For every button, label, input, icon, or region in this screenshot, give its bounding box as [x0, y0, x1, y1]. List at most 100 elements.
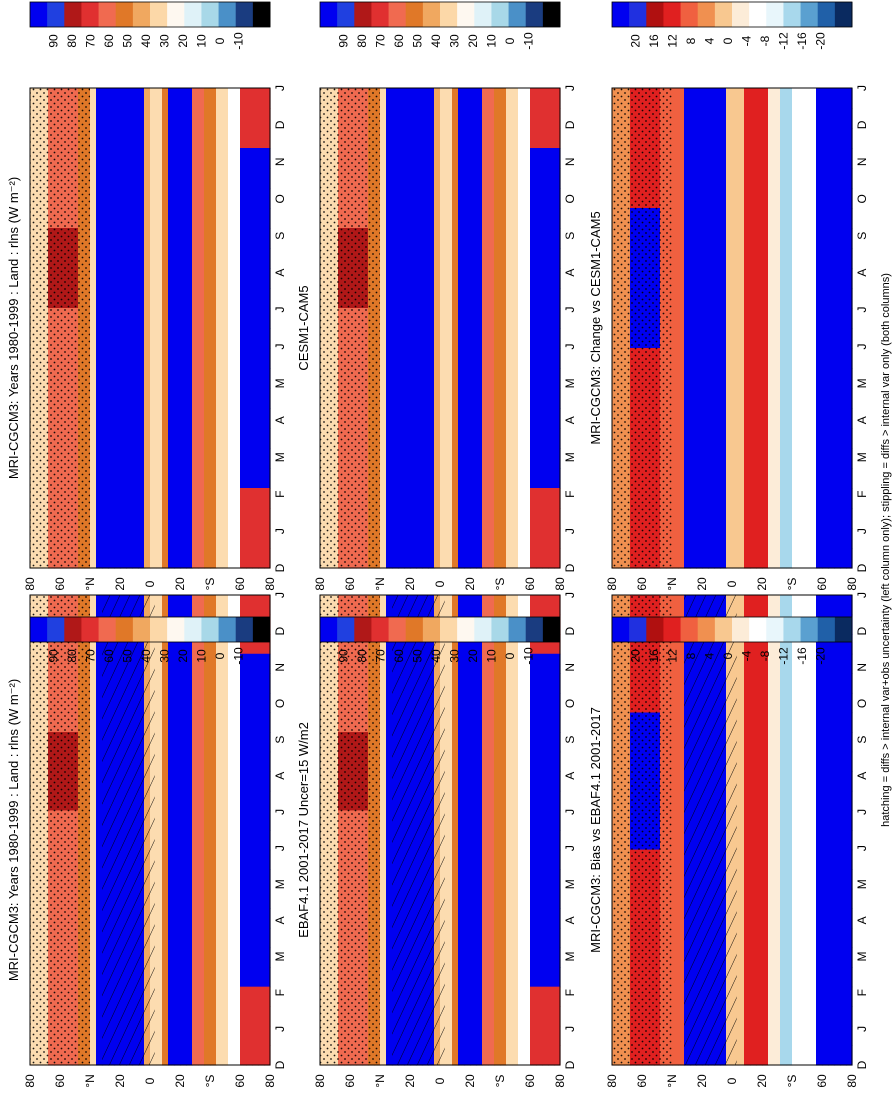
heat-cell: [440, 508, 447, 529]
heat-cell: [96, 986, 103, 1007]
heat-cell: [156, 288, 163, 309]
heat-cell: [120, 108, 127, 129]
month-tick-label: D: [563, 1060, 577, 1069]
heat-cell: [264, 634, 271, 655]
heat-cell: [530, 927, 537, 949]
heat-cell: [470, 88, 477, 109]
heat-cell: [132, 148, 139, 169]
heat-cell: [464, 548, 471, 569]
lat-tick-label: 20: [403, 577, 417, 591]
heat-cell: [264, 228, 271, 249]
heat-cell: [246, 328, 253, 349]
heat-cell: [816, 1006, 823, 1027]
heat-cell: [240, 1025, 247, 1047]
heat-cell: [96, 732, 103, 753]
heat-cell: [174, 967, 181, 988]
heat-cell: [258, 408, 265, 429]
heat-cell: [120, 148, 127, 169]
heat-cell: [210, 348, 217, 369]
heat-cell: [422, 308, 429, 329]
heat-cell: [246, 653, 253, 674]
colorbar-label: 50: [411, 649, 425, 663]
heat-cell: [222, 673, 229, 694]
heat-cell: [264, 448, 271, 469]
heat-cell: [554, 528, 561, 549]
heat-cell: [162, 927, 169, 949]
heat-cell: [156, 673, 163, 694]
heat-cell: [380, 428, 387, 449]
heat-cell: [210, 368, 217, 389]
heat-cell: [458, 188, 465, 209]
heat-cell: [810, 595, 817, 616]
heat-cell: [392, 468, 399, 489]
heat-cell: [536, 208, 543, 229]
heat-cell: [774, 771, 781, 792]
heat-cell: [672, 771, 679, 792]
heat-cell: [458, 248, 465, 269]
heat-cell: [762, 927, 769, 949]
heat-cell: [512, 188, 519, 209]
heat-cell: [228, 1025, 235, 1047]
heat-cell: [804, 751, 811, 772]
heat-cell: [180, 1045, 187, 1066]
heat-cell: [548, 771, 555, 792]
colorbar-label: 90: [47, 34, 61, 48]
heat-cell: [512, 288, 519, 309]
lat-tick-label: 0: [143, 1077, 157, 1084]
heat-cell: [144, 228, 151, 249]
heat-cell: [678, 771, 685, 792]
heat-cell: [458, 168, 465, 189]
heat-cell: [198, 1025, 205, 1047]
heat-cell: [108, 368, 115, 389]
heat-cell: [222, 468, 229, 489]
heat-cell: [506, 268, 513, 289]
heat-cell: [554, 653, 561, 674]
heat-cell: [228, 888, 235, 909]
heat-cell: [846, 673, 853, 694]
heat-cell: [204, 751, 211, 772]
heat-cell: [186, 528, 193, 549]
colorbar-label: 0: [503, 652, 517, 659]
heat-cell: [804, 986, 811, 1007]
heat-cell: [482, 468, 489, 489]
heat-cell: [96, 634, 103, 655]
heat-cell: [840, 673, 847, 694]
heat-cell: [488, 810, 495, 831]
heat-cell: [240, 168, 247, 189]
heat-cell: [162, 308, 169, 329]
heat-cell: [96, 927, 103, 949]
heat-cell: [138, 548, 145, 569]
heat-cell: [398, 168, 405, 189]
heat-cell: [228, 248, 235, 269]
heat-cell: [234, 328, 241, 349]
heat-cell: [198, 88, 205, 109]
heat-cell: [804, 634, 811, 655]
heat-cell: [108, 168, 115, 189]
heat-cell: [738, 888, 745, 909]
heat-cell: [530, 168, 537, 189]
heat-cell: [500, 148, 507, 169]
heat-cell: [392, 428, 399, 449]
lat-tick-label: 20: [173, 577, 187, 591]
heat-cell: [434, 308, 441, 329]
heat-cell: [246, 448, 253, 469]
heat-cell: [108, 208, 115, 229]
heat-cell: [536, 653, 543, 674]
heat-cell: [452, 830, 459, 851]
heat-cell: [222, 653, 229, 674]
heat-cell: [488, 528, 495, 549]
heat-cell: [252, 692, 259, 714]
heat-cell: [756, 751, 763, 772]
heat-cell: [240, 673, 247, 694]
heat-cell: [482, 508, 489, 529]
heat-cell: [96, 408, 103, 429]
heat-cell: [548, 1045, 555, 1066]
heat-cell: [452, 634, 459, 655]
heat-cell: [252, 1006, 259, 1027]
heat-cell: [428, 288, 435, 309]
heat-cell: [476, 1045, 483, 1066]
heat-cell: [762, 908, 769, 929]
heat-cell: [506, 248, 513, 269]
heat-cell: [840, 849, 847, 870]
heat-cell: [162, 548, 169, 569]
